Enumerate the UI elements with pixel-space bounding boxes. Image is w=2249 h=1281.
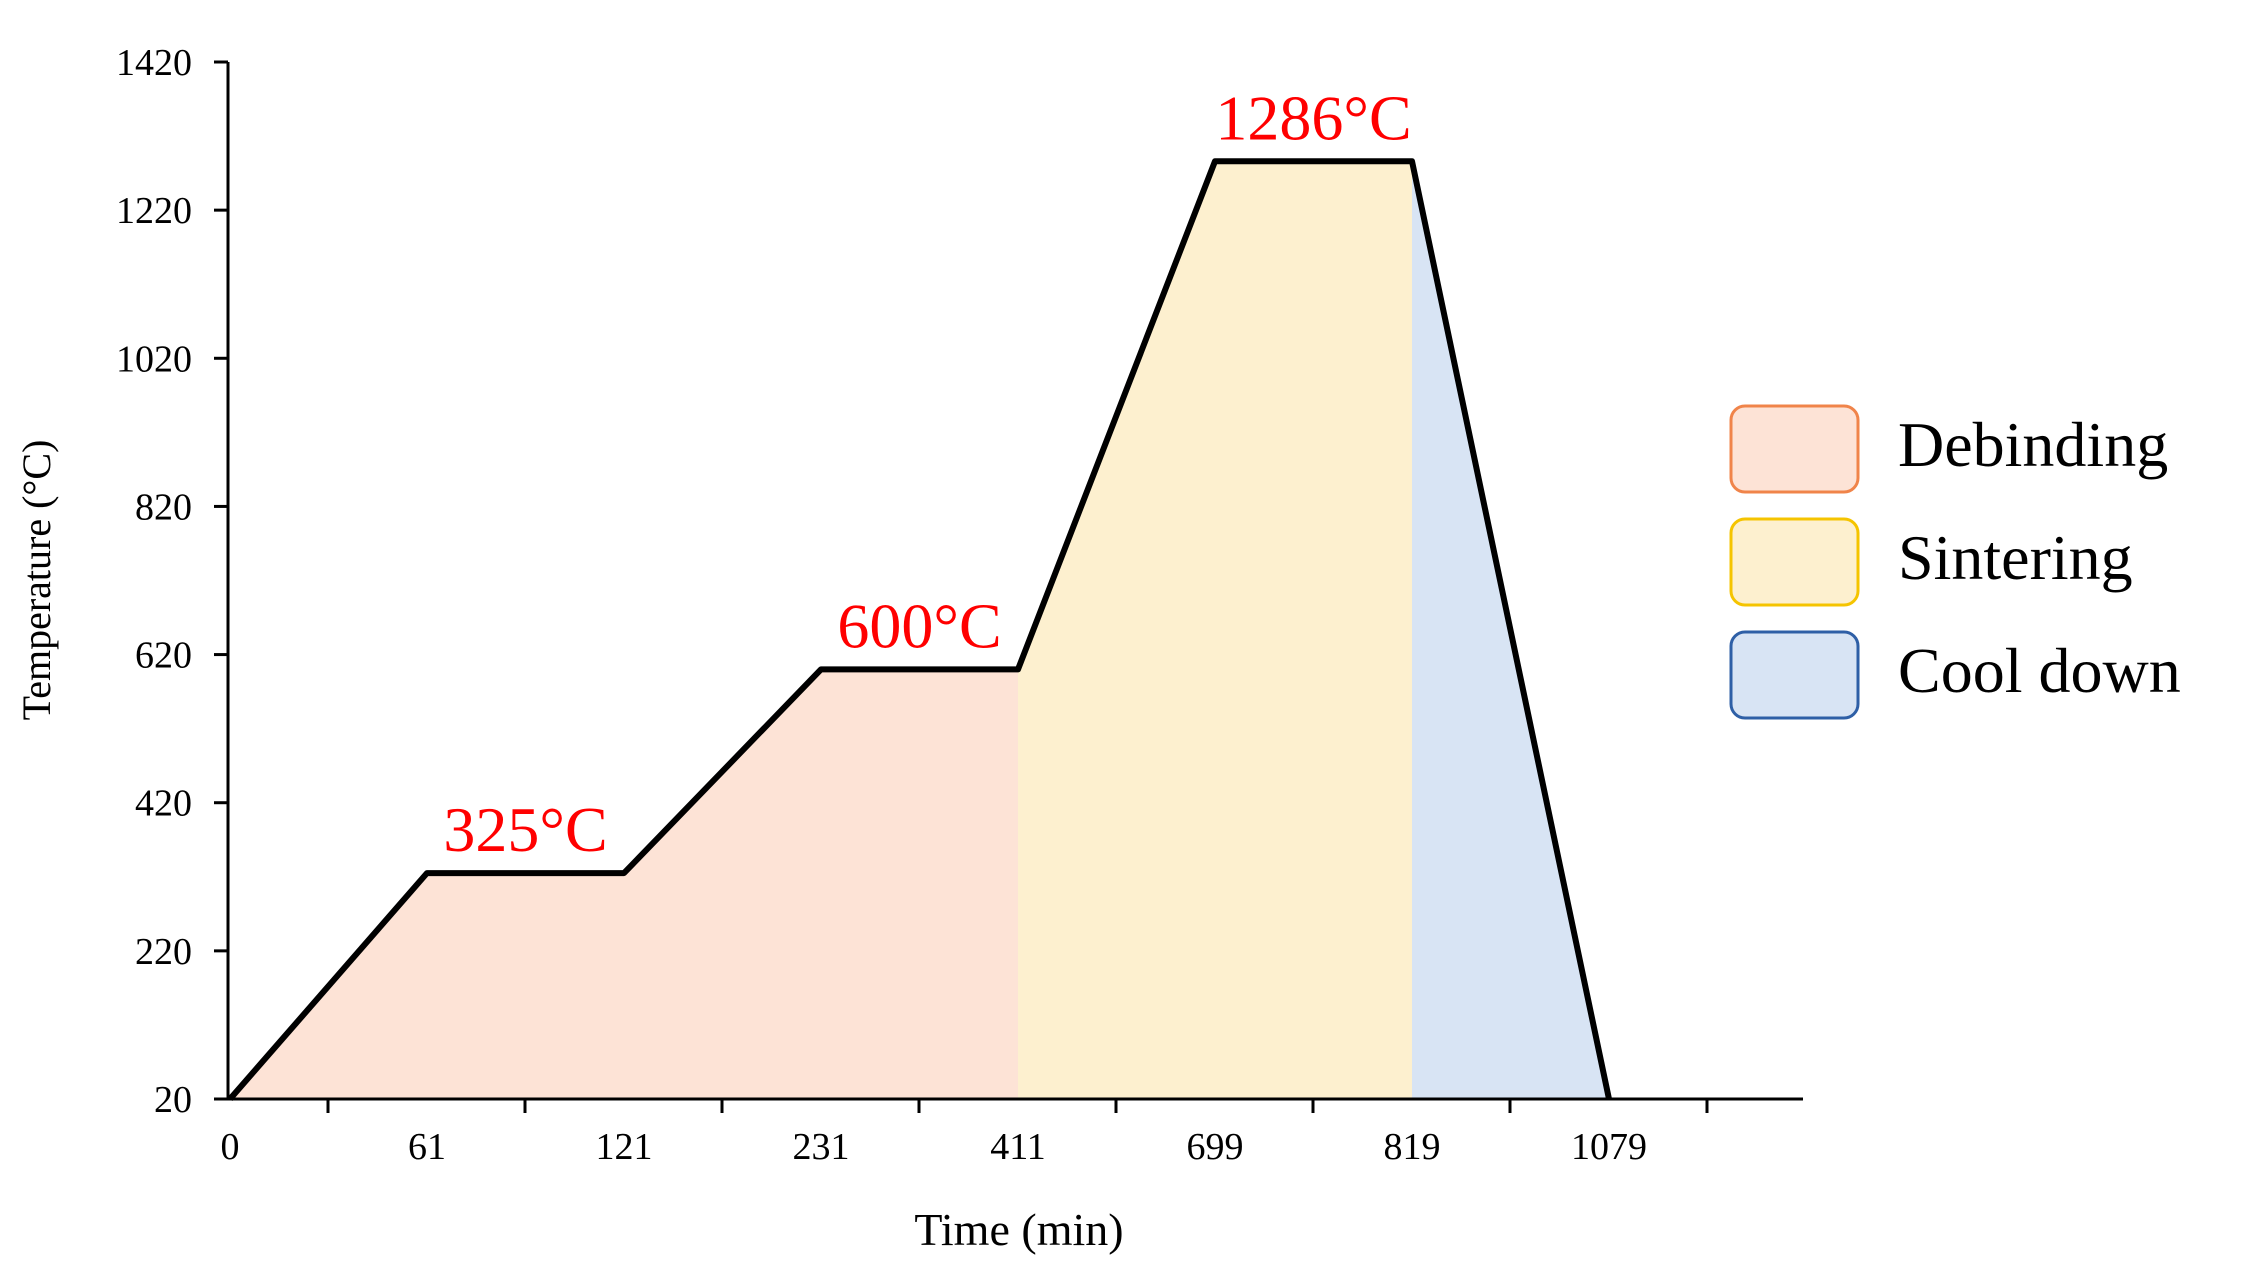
phase-area-sintering: [1018, 161, 1412, 1099]
y-tick-label: 1420: [116, 42, 192, 84]
x-tick-label: 0: [221, 1126, 240, 1168]
x-tick-label: 231: [793, 1126, 850, 1168]
legend-swatch-debinding: [1731, 406, 1858, 492]
legend-label: Debinding: [1898, 409, 2168, 480]
legend-swatch-cool-down: [1731, 632, 1858, 718]
y-tick-label: 220: [135, 931, 192, 973]
x-axis-title: Time (min): [914, 1204, 1123, 1255]
x-tick-label: 61: [408, 1126, 446, 1168]
y-tick-label: 420: [135, 783, 192, 825]
y-tick-label: 1020: [116, 338, 192, 380]
y-tick-label: 620: [135, 635, 192, 677]
phase-area-debinding: [230, 669, 1018, 1099]
x-tick-label: 121: [596, 1126, 653, 1168]
legend-label: Cool down: [1898, 635, 2181, 706]
legend-label: Sintering: [1898, 522, 2133, 593]
legend-swatch-sintering: [1731, 519, 1858, 605]
y-tick-label: 20: [154, 1079, 192, 1121]
x-tick-label: 411: [990, 1126, 1046, 1168]
legend: Debinding Sintering Cool down: [1731, 406, 2181, 718]
y-tick-label: 1220: [116, 190, 192, 232]
annotation-label: 600°C: [837, 590, 1001, 661]
x-tick-label: 699: [1187, 1126, 1244, 1168]
x-tick-label: 819: [1384, 1126, 1441, 1168]
annotation-label: 325°C: [443, 794, 607, 865]
y-axis-title: Temperature (°C): [14, 440, 59, 721]
annotation-label: 1286°C: [1215, 82, 1411, 153]
x-tick-label: 1079: [1571, 1126, 1647, 1168]
y-tick-label: 820: [135, 486, 192, 528]
